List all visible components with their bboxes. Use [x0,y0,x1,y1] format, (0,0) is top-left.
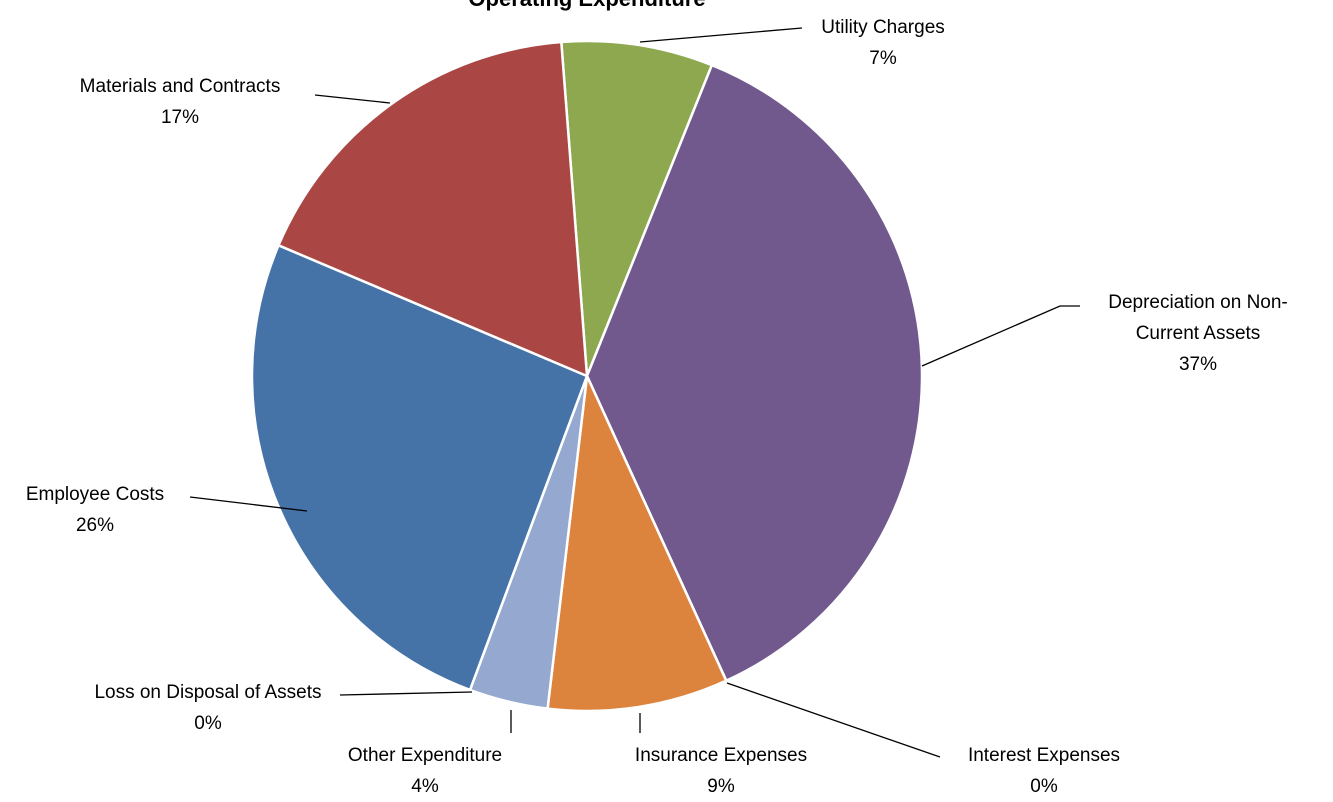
data-label: Other Expenditure 4% [348,740,502,802]
category-label: Insurance Expenses [634,745,808,766]
value-label: 7% [869,48,897,69]
value-label: 17% [160,107,200,128]
leader-line [639,27,803,43]
leader-line [921,305,1080,367]
data-label: Materials and Contracts 17% [80,71,281,133]
pie-slice [250,243,589,692]
data-label: Depreciation on Non-Current Assets 37% [1093,287,1303,380]
category-label: Loss on Disposal of Assets [94,682,322,703]
category-label: Interest Expenses [967,745,1121,766]
pie-slice [546,371,728,713]
data-label: Utility Charges 7% [821,12,945,74]
chart-title: Operating Expenditure [468,0,705,12]
category-label: Depreciation on Non-Current Assets [1108,292,1288,344]
data-label: Interest Expenses 0% [968,740,1120,802]
value-label: 9% [707,776,735,797]
category-label: Other Expenditure [347,745,503,766]
leader-line [339,691,473,696]
value-label: 37% [1178,354,1218,375]
data-label: Insurance Expenses 9% [635,740,807,802]
value-label: 0% [194,713,222,734]
leader-line [726,682,941,758]
pie-slice [585,63,924,683]
leader-line [314,94,391,104]
category-label: Utility Charges [821,17,945,38]
pie-slice [276,40,589,378]
value-label: 26% [75,515,115,536]
category-label: Materials and Contracts [79,76,281,97]
value-label: 4% [411,776,439,797]
leader-line [189,496,308,512]
data-label: Employee Costs 26% [26,479,164,541]
value-label: 0% [1030,776,1058,797]
pie-slice [559,39,714,377]
data-label: Loss on Disposal of Assets 0% [83,677,333,739]
category-label: Employee Costs [25,484,165,505]
